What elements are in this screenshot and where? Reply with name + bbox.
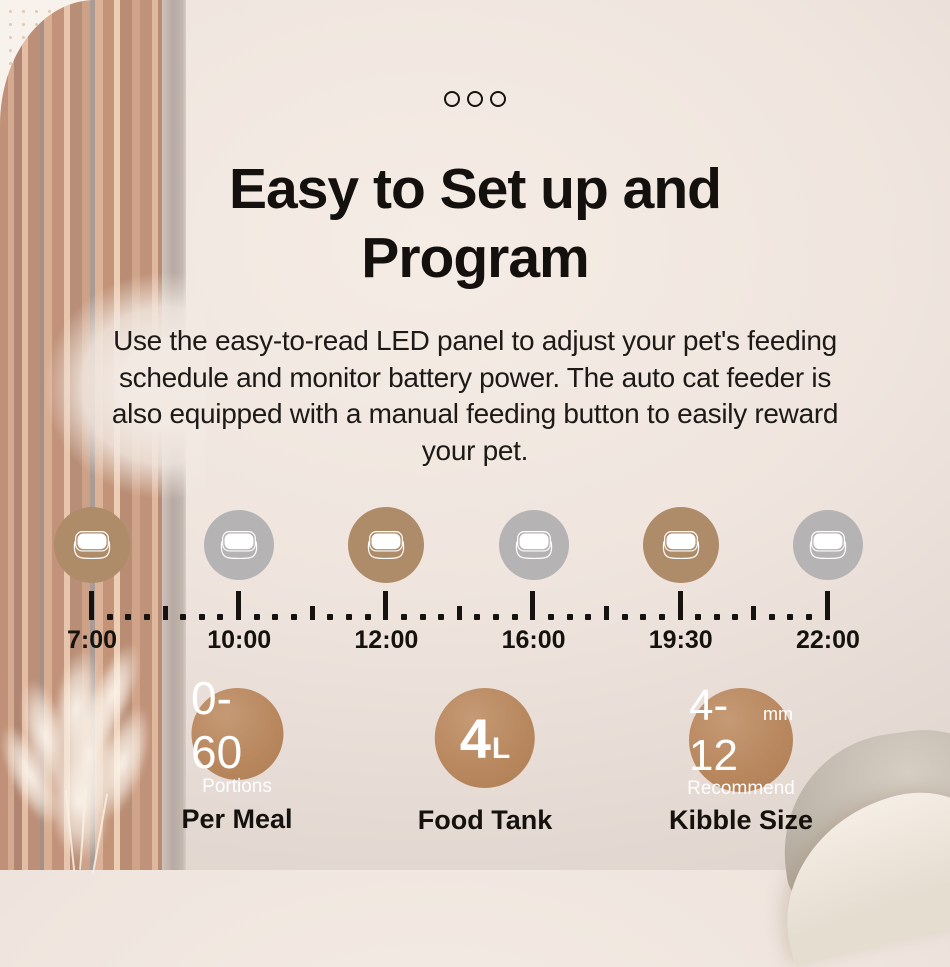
minor-tick [198, 614, 205, 620]
timeline-slot [642, 506, 719, 584]
badge-label: Food Tank [417, 805, 553, 835]
page-title-line1: Easy to Set up and [229, 157, 722, 221]
minor-tick [419, 614, 426, 620]
circle-outline-icon [490, 91, 506, 107]
minor-tick [751, 606, 757, 620]
stat-badge-food-tank: 4 L Food Tank [417, 688, 553, 836]
pet-bowl-icon [792, 510, 863, 580]
timeline-bowl-row [54, 506, 866, 584]
stat-badge-kibble-size: 4-12 mm Recommend Kibble Size [668, 681, 814, 836]
minor-tick [106, 614, 113, 620]
major-tick [383, 591, 389, 620]
badge-unit: mm [763, 703, 793, 724]
minor-tick [585, 614, 592, 620]
minor-tick [493, 614, 500, 620]
decorative-dots [0, 91, 950, 107]
circle-outline-icon [467, 91, 483, 107]
major-tick [824, 591, 830, 620]
minor-tick [787, 614, 794, 620]
badge-value: 0-60 [191, 671, 243, 778]
minor-tick [327, 614, 334, 620]
feature-description: Use the easy-to-read LED panel to adjust… [0, 323, 950, 469]
badge-label: Kibble Size [668, 805, 814, 835]
minor-tick [713, 614, 720, 620]
minor-tick [272, 614, 279, 620]
timeline-slot [790, 506, 866, 584]
badge-unit: L [491, 731, 511, 765]
minor-tick [143, 614, 150, 620]
minor-tick [511, 614, 518, 620]
stat-badge-per-meal: 0-60 Portions Per Meal [181, 672, 293, 835]
page-title-line2: Program [361, 226, 589, 290]
text-backdrop-fade [10, 262, 205, 520]
description-line: your pet. [421, 434, 529, 466]
timeline-slot [496, 506, 572, 584]
pet-bowl-icon [498, 510, 569, 580]
minor-tick [253, 614, 260, 620]
feature-banner: Easy to Set up and Program Use the easy-… [0, 91, 950, 836]
time-label: 10:00 [207, 626, 272, 654]
pet-bowl-icon [204, 510, 275, 580]
stat-badge-circle: 4 L [435, 688, 535, 788]
major-tick [89, 591, 94, 620]
minor-tick [162, 606, 168, 620]
pet-bowl-icon [642, 507, 719, 583]
time-label: 16:00 [501, 626, 566, 654]
time-label: 7:00 [66, 626, 118, 654]
description-line: Use the easy-to-read LED panel to adjust… [113, 325, 837, 356]
stat-badge-circle: 0-60 Portions [191, 672, 283, 797]
minor-tick [291, 614, 298, 620]
minor-tick [621, 614, 628, 620]
feeding-schedule-timeline: 7:00 10:00 12:00 16:00 19:30 22:00 [0, 506, 950, 666]
page-title: Easy to Set up and Program [0, 155, 950, 293]
minor-tick [658, 614, 665, 620]
minor-tick [438, 614, 445, 620]
minor-tick [805, 614, 812, 620]
minor-tick [345, 614, 352, 620]
badge-value: 4 [459, 706, 491, 770]
timeline-labels: 7:00 10:00 12:00 16:00 19:30 22:00 [54, 626, 866, 655]
description-line: also equipped with a manual feeding butt… [111, 398, 839, 429]
time-label: 19:30 [648, 626, 713, 654]
pet-bowl-icon [348, 507, 425, 583]
circle-outline-icon [444, 91, 460, 107]
time-label: 22:00 [795, 626, 860, 654]
badge-subtext: Recommend [687, 777, 795, 799]
minor-tick [640, 614, 647, 620]
pet-bowl-icon [54, 507, 130, 583]
badge-label: Per Meal [181, 804, 293, 834]
major-tick [236, 591, 242, 620]
minor-tick [768, 614, 775, 620]
timeline-slot [348, 506, 425, 584]
description-line: schedule and monitor battery power. The … [118, 361, 832, 393]
minor-tick [125, 614, 132, 620]
time-label: 12:00 [354, 626, 419, 654]
minor-tick [603, 606, 609, 620]
minor-tick [474, 614, 481, 620]
minor-tick [217, 614, 224, 620]
minor-tick [695, 614, 702, 620]
minor-tick [548, 614, 555, 620]
stat-badge-circle: 4-12 mm Recommend [687, 681, 795, 799]
minor-tick [566, 614, 573, 620]
badge-subtext: Portions [202, 775, 272, 797]
major-tick [530, 591, 536, 620]
major-tick [677, 591, 683, 620]
timeline-slot [54, 506, 130, 584]
minor-tick [364, 614, 371, 620]
timeline-ruler [89, 590, 830, 620]
badge-value: 4-12 [689, 680, 738, 780]
timeline-slot [201, 506, 277, 584]
minor-tick [180, 614, 187, 620]
minor-tick [400, 614, 407, 620]
minor-tick [456, 606, 462, 620]
minor-tick [309, 606, 315, 620]
minor-tick [732, 614, 739, 620]
